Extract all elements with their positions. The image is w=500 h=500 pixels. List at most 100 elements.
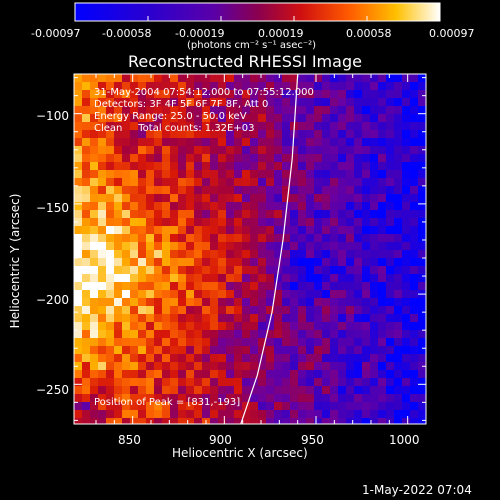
heatmap-cell <box>234 162 243 171</box>
heatmap-cell <box>370 306 379 315</box>
heatmap-cell <box>210 178 219 187</box>
heatmap-cell <box>298 290 307 299</box>
heatmap-cell <box>418 210 426 219</box>
y-axis-label: Heliocentric Y (arcsec) <box>8 193 22 329</box>
heatmap-cell <box>234 418 243 424</box>
heatmap-cell <box>274 146 283 155</box>
heatmap-cell <box>114 258 123 267</box>
heatmap-cell <box>282 170 291 179</box>
heatmap-cell <box>322 186 331 195</box>
heatmap-cell <box>282 258 291 267</box>
heatmap-cell <box>322 90 331 99</box>
heatmap-cell <box>210 146 219 155</box>
heatmap-cell <box>362 322 371 331</box>
info-detectors: Detectors: 3F 4F 5F 6F 7F 8F, Att 0 <box>94 99 269 110</box>
heatmap-cell <box>250 346 259 355</box>
heatmap-cell <box>418 306 426 315</box>
heatmap-cell <box>370 194 379 203</box>
heatmap-cell <box>194 154 203 163</box>
heatmap-cell <box>242 418 251 424</box>
heatmap-cell <box>170 250 179 259</box>
heatmap-cell <box>138 394 147 403</box>
heatmap-cell <box>394 210 403 219</box>
heatmap-cell <box>202 290 211 299</box>
heatmap-cell <box>290 330 299 339</box>
heatmap-cell <box>154 194 163 203</box>
heatmap-cell <box>378 282 387 291</box>
heatmap-cell <box>354 306 363 315</box>
heatmap-cell <box>282 402 291 411</box>
heatmap-cell <box>298 362 307 371</box>
heatmap-cell <box>242 146 251 155</box>
heatmap-cell <box>290 74 299 83</box>
heatmap-cell <box>82 194 91 203</box>
heatmap-cell <box>394 290 403 299</box>
heatmap-cell <box>418 130 426 139</box>
heatmap-cell <box>178 314 187 323</box>
heatmap-cell <box>122 354 131 363</box>
colorbar <box>74 2 441 22</box>
heatmap-cell <box>402 346 411 355</box>
heatmap-cell <box>202 226 211 235</box>
heatmap-cell <box>90 130 99 139</box>
heatmap-cell <box>378 370 387 379</box>
heatmap-cell <box>202 370 211 379</box>
heatmap-cell <box>410 282 419 291</box>
heatmap-cell <box>170 370 179 379</box>
heatmap-cell <box>178 282 187 291</box>
heatmap-cell <box>282 74 291 83</box>
heatmap-cell <box>282 242 291 251</box>
heatmap-cell <box>250 98 259 107</box>
heatmap-cell <box>122 202 131 211</box>
heatmap-cell <box>98 410 107 419</box>
heatmap-cell <box>370 130 379 139</box>
heatmap-cell <box>298 266 307 275</box>
heatmap-cell <box>170 218 179 227</box>
heatmap-cell <box>170 98 179 107</box>
heatmap-cell <box>74 322 83 331</box>
heatmap-cell <box>378 186 387 195</box>
heatmap-cell <box>234 98 243 107</box>
heatmap-cell <box>354 394 363 403</box>
heatmap-cell <box>306 82 315 91</box>
heatmap-cell <box>402 242 411 251</box>
heatmap-cell <box>338 82 347 91</box>
heatmap-cell <box>114 186 123 195</box>
heatmap-cell <box>122 322 131 331</box>
heatmap-cell <box>402 114 411 123</box>
heatmap-cell <box>314 210 323 219</box>
heatmap-cell <box>226 242 235 251</box>
heatmap-cell <box>98 298 107 307</box>
heatmap-cell <box>186 266 195 275</box>
heatmap-cell <box>258 170 267 179</box>
heatmap-cell <box>322 282 331 291</box>
heatmap-cell <box>322 202 331 211</box>
heatmap-cell <box>90 234 99 243</box>
heatmap-cell <box>322 346 331 355</box>
heatmap-cell <box>242 218 251 227</box>
heatmap-cell <box>378 306 387 315</box>
heatmap-cell <box>386 354 395 363</box>
heatmap-cell <box>394 402 403 411</box>
heatmap-cell <box>266 210 275 219</box>
heatmap-cell <box>138 178 147 187</box>
heatmap-cell <box>146 194 155 203</box>
heatmap-cell <box>410 330 419 339</box>
heatmap-cell <box>106 82 115 91</box>
heatmap-cell <box>154 378 163 387</box>
heatmap-cell <box>162 250 171 259</box>
heatmap-cell <box>282 234 291 243</box>
heatmap-cell <box>266 122 275 131</box>
heatmap-cell <box>362 418 371 424</box>
heatmap-cell <box>298 338 307 347</box>
heatmap-cell <box>154 146 163 155</box>
heatmap-cell <box>170 354 179 363</box>
heatmap-cell <box>282 362 291 371</box>
heatmap-cell <box>370 378 379 387</box>
heatmap-cell <box>154 418 163 424</box>
heatmap-cell <box>138 226 147 235</box>
heatmap-cell <box>306 330 315 339</box>
heatmap-cell <box>298 122 307 131</box>
heatmap-cell <box>162 370 171 379</box>
heatmap-cell <box>298 170 307 179</box>
